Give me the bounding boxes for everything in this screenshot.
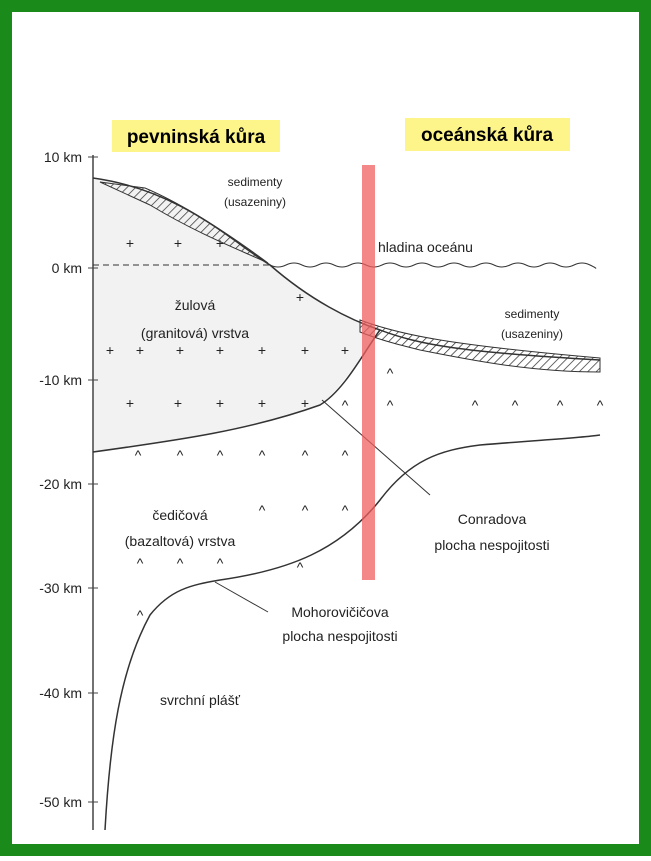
label: žulová xyxy=(175,297,216,313)
plus: + xyxy=(301,342,309,358)
label: (usazeniny) xyxy=(501,327,563,341)
caret: ^ xyxy=(259,447,266,463)
caret: ^ xyxy=(177,555,184,571)
caret: ^ xyxy=(512,397,519,413)
plus: + xyxy=(136,342,144,358)
caret: ^ xyxy=(302,502,309,518)
caret: ^ xyxy=(342,397,349,413)
caret: ^ xyxy=(217,447,224,463)
conrad-surface xyxy=(92,329,381,453)
caret: ^ xyxy=(557,397,564,413)
tick-label: 10 km xyxy=(44,149,82,165)
pointer xyxy=(214,581,269,613)
plus: + xyxy=(126,235,134,251)
plus: + xyxy=(174,395,182,411)
plus: + xyxy=(301,395,309,411)
plus: + xyxy=(296,289,304,305)
caret: ^ xyxy=(342,502,349,518)
rock-symbols: + + + + + + + + + + + + + + + + ^ ^ ^ ^ ^ ^ ^ ^ ^ ^ ^ ^ ^ ^ ^ ^ ^ ^ ^ ^ ^ xyxy=(106,235,604,623)
caret: ^ xyxy=(259,502,266,518)
header-box xyxy=(112,120,280,152)
label: hladina oceánu xyxy=(378,239,473,255)
caret: ^ xyxy=(597,397,604,413)
surface xyxy=(92,177,601,361)
caret: ^ xyxy=(137,607,144,623)
label: sedimenty xyxy=(228,175,283,189)
caret: ^ xyxy=(137,555,144,571)
marker-bar xyxy=(362,165,375,580)
pointer xyxy=(321,399,431,496)
label: sedimenty xyxy=(505,307,560,321)
moho-surface xyxy=(104,434,601,831)
plus: + xyxy=(258,342,266,358)
caret: ^ xyxy=(472,397,479,413)
header: oceánská kůra xyxy=(421,125,553,146)
plus: + xyxy=(216,235,224,251)
ocean-surface xyxy=(269,262,597,269)
caret: ^ xyxy=(297,559,304,575)
ticks: 10 km 0 km -10 km -20 km -30 km -40 km -50 km xyxy=(39,149,98,810)
label: plocha nespojitosti xyxy=(434,537,549,553)
caret: ^ xyxy=(302,447,309,463)
caret: ^ xyxy=(387,365,394,381)
label: (bazaltová) vrstva xyxy=(125,533,236,549)
tick-label: -10 km xyxy=(39,372,82,388)
tick-label: -30 km xyxy=(39,580,82,596)
label: (granitová) vrstva xyxy=(141,325,249,341)
label: plocha nespojitosti xyxy=(282,628,397,644)
plus: + xyxy=(258,395,266,411)
plus: + xyxy=(126,395,134,411)
caret: ^ xyxy=(342,447,349,463)
caret: ^ xyxy=(217,555,224,571)
plus: + xyxy=(176,342,184,358)
label: Conradova xyxy=(458,511,527,527)
sediment-right xyxy=(359,319,601,373)
label: svrchní plášť xyxy=(160,692,241,708)
granite-area xyxy=(93,178,380,452)
tick-label: 0 km xyxy=(52,260,82,276)
caret: ^ xyxy=(387,397,394,413)
label: Mohorovičičova xyxy=(291,604,388,620)
caret: ^ xyxy=(135,447,142,463)
plus: + xyxy=(106,342,114,358)
label: čedičová xyxy=(152,507,207,523)
caret: ^ xyxy=(177,447,184,463)
label: (usazeniny) xyxy=(224,195,286,209)
plus: + xyxy=(174,235,182,251)
plus: + xyxy=(216,395,224,411)
tick-label: -50 km xyxy=(39,794,82,810)
plus: + xyxy=(216,342,224,358)
header-box xyxy=(405,118,570,151)
tick-label: -20 km xyxy=(39,476,82,492)
header: pevninská kůra xyxy=(127,127,266,148)
tick-label: -40 km xyxy=(39,685,82,701)
plus: + xyxy=(341,342,349,358)
